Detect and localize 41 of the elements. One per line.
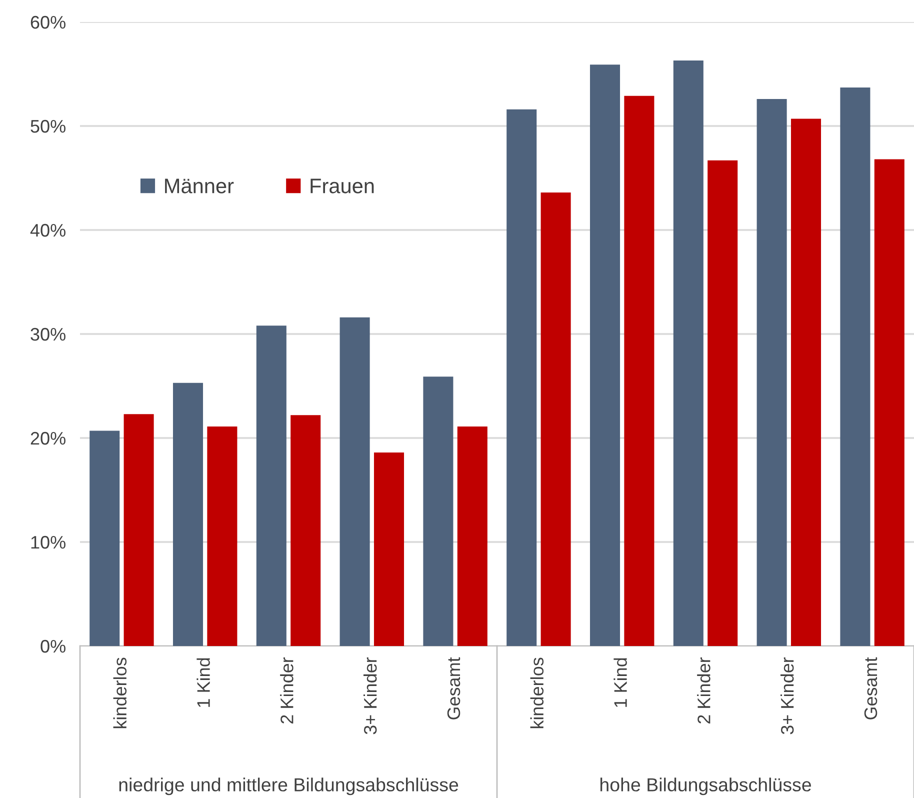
bar xyxy=(673,60,704,646)
bar xyxy=(256,326,286,646)
x-tick-label: 2 Kinder xyxy=(280,657,294,724)
x-tick-label: 2 Kinder xyxy=(697,657,710,724)
bar xyxy=(172,382,204,646)
x-tick-label: kinderlos xyxy=(113,658,127,728)
bar xyxy=(540,192,571,646)
x-tick-label: 1 Kind xyxy=(196,658,210,707)
y-tick-label: 10% xyxy=(31,536,66,549)
y-tick-label: 40% xyxy=(30,224,66,237)
y-tick-label: 60% xyxy=(30,16,66,29)
bar xyxy=(290,415,321,646)
bar xyxy=(90,430,120,646)
x-tick-label: 1 Kind xyxy=(614,658,627,707)
x-tick-label: 3+ Kinder xyxy=(780,657,794,734)
bar xyxy=(340,317,370,646)
text: hohe Bildungsabschlüsse xyxy=(600,778,811,796)
bar xyxy=(124,414,154,646)
bar xyxy=(840,88,870,646)
y-tick-label: 50% xyxy=(30,120,66,133)
x-tick-label: 3+ Kinder xyxy=(363,657,377,734)
x-tick-label: Gesamt xyxy=(447,657,460,720)
legend-label: Frauen xyxy=(310,178,374,194)
bar xyxy=(708,160,738,646)
bar xyxy=(207,426,238,646)
bar xyxy=(590,64,620,646)
text: niedrige und mittlere Bildungsabschlüsse xyxy=(119,778,458,796)
bar xyxy=(790,118,822,646)
bar xyxy=(374,452,404,646)
y-tick-label: 30% xyxy=(30,328,66,341)
bar xyxy=(423,376,454,646)
bar xyxy=(506,109,537,646)
bar xyxy=(874,159,904,646)
y-tick-label: 0% xyxy=(40,640,66,653)
bar xyxy=(457,426,488,646)
bar xyxy=(756,98,787,646)
x-tick-label: kinderlos xyxy=(530,658,544,728)
bar xyxy=(624,96,654,646)
x-tick-label: Gesamt xyxy=(864,657,878,720)
y-tick-label: 20% xyxy=(30,432,66,445)
legend-label: Männer xyxy=(165,178,234,194)
